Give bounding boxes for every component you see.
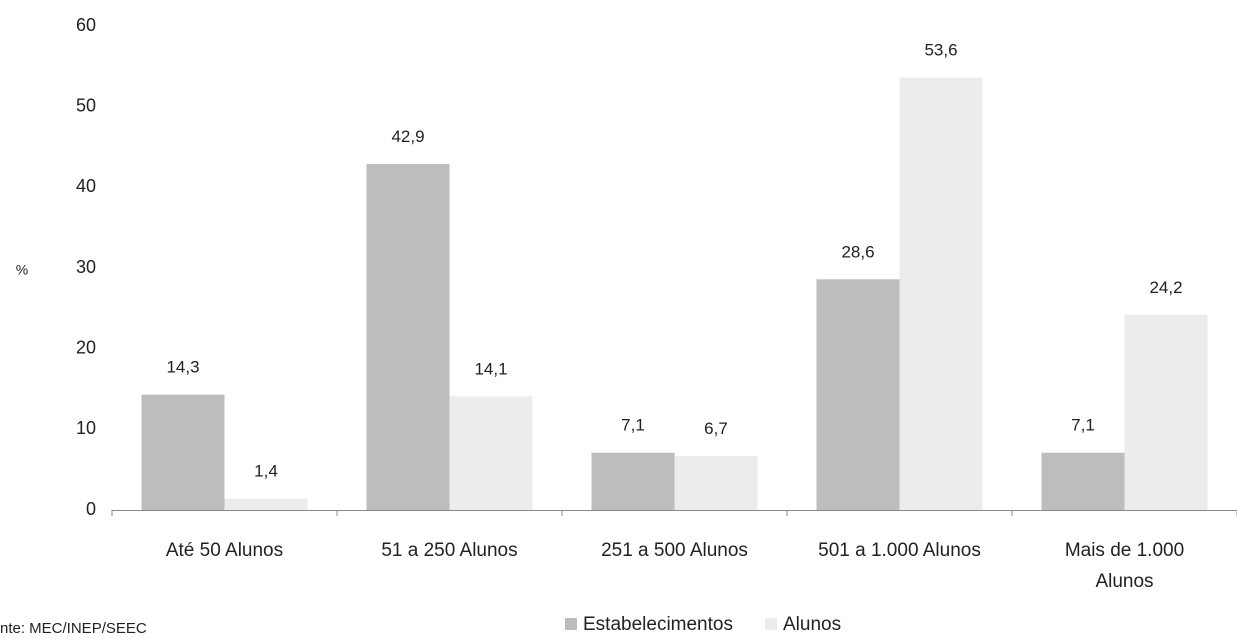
data-label: 28,6: [841, 242, 874, 261]
bar-alunos: [899, 77, 983, 511]
data-label: 53,6: [924, 41, 957, 60]
data-label: 14,3: [166, 358, 199, 377]
legend-swatch-estabelecimentos: [565, 618, 577, 630]
bar-estabelecimentos: [816, 279, 900, 510]
y-tick-label: 40: [76, 176, 96, 196]
bar-estabelecimentos: [591, 452, 675, 510]
legend-label: Estabelecimentos: [583, 614, 733, 635]
data-label: 6,7: [704, 419, 728, 438]
x-category-label: 251 a 500 Alunos: [601, 540, 748, 561]
y-tick-label: 0: [86, 499, 96, 519]
x-category-label: 501 a 1.000 Alunos: [818, 540, 981, 561]
y-tick-label: 20: [76, 337, 96, 357]
y-tick-label: 10: [76, 418, 96, 438]
x-category-label: Alunos: [1095, 571, 1153, 592]
y-axis-title: %: [16, 262, 28, 278]
source-note: nte: MEC/INEP/SEEC: [0, 620, 147, 637]
legend: Estabelecimentos Alunos: [565, 614, 841, 635]
x-axis-labels: Até 50 Alunos 51 a 250 Alunos 251 a 500 Al…: [166, 540, 1184, 592]
y-axis-ticks: 0 10 20 30 40 50 60: [76, 15, 96, 519]
x-axis-ticks: [111, 510, 1237, 516]
x-category-label: 51 a 250 Alunos: [381, 540, 517, 561]
bar-estabelecimentos: [366, 163, 450, 510]
legend-swatch-alunos: [765, 618, 777, 630]
bar-alunos: [674, 455, 758, 510]
data-labels: 14,3 1,4 42,9 14,1 7,1 6,7 28,6 53,6 7,1 24,2: [166, 41, 1182, 481]
data-label: 7,1: [621, 416, 645, 435]
data-label: 1,4: [254, 462, 278, 481]
bars: [141, 77, 1208, 511]
bar-estabelecimentos: [1041, 452, 1125, 510]
y-tick-label: 50: [76, 95, 96, 115]
bar-alunos: [224, 498, 308, 510]
data-label: 42,9: [391, 127, 424, 146]
y-tick-label: 60: [76, 15, 96, 35]
bar-alunos: [1124, 314, 1208, 510]
x-category-label: Até 50 Alunos: [166, 540, 283, 561]
x-category-label: Mais de 1.000: [1065, 540, 1184, 561]
y-tick-label: 30: [76, 257, 96, 277]
data-label: 14,1: [474, 359, 507, 378]
bar-estabelecimentos: [141, 394, 225, 510]
legend-label: Alunos: [783, 614, 841, 635]
data-label: 7,1: [1071, 416, 1095, 435]
data-label: 24,2: [1149, 278, 1182, 297]
bar-alunos: [449, 396, 533, 510]
